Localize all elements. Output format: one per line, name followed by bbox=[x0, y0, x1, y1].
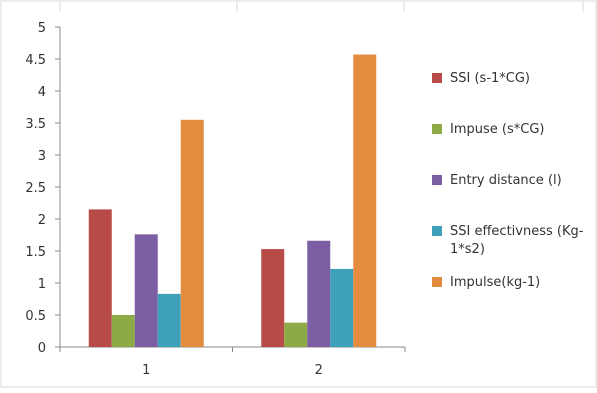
legend-swatch bbox=[432, 277, 442, 287]
legend-label: SSI effectivness (Kg-1*s2) bbox=[450, 224, 584, 257]
y-tick-label: 1.5 bbox=[25, 245, 46, 260]
y-tick-label: 1 bbox=[38, 277, 46, 292]
x-tick-label: 2 bbox=[315, 363, 323, 378]
bar bbox=[261, 249, 285, 347]
legend-swatch bbox=[432, 226, 442, 236]
legend-label: SSI (s-1*CG) bbox=[450, 71, 530, 86]
legend-swatch bbox=[432, 175, 442, 185]
bar bbox=[157, 293, 181, 347]
bar bbox=[284, 322, 308, 347]
y-tick-label: 0 bbox=[38, 341, 46, 356]
y-tick-label: 3.5 bbox=[25, 117, 46, 132]
bar bbox=[180, 119, 204, 347]
y-tick-label: 5 bbox=[38, 21, 46, 36]
y-tick-label: 4.5 bbox=[25, 53, 46, 68]
bar bbox=[353, 54, 377, 348]
legend-label: Impuse (s*CG) bbox=[450, 122, 544, 137]
y-tick-label: 2 bbox=[38, 213, 46, 228]
y-tick-label: 4 bbox=[38, 85, 46, 100]
bar bbox=[134, 234, 158, 347]
bar bbox=[111, 315, 135, 347]
bar bbox=[307, 240, 331, 347]
y-tick-label: 3 bbox=[38, 149, 46, 164]
legend-label: Impulse(kg-1) bbox=[450, 275, 540, 290]
legend-label: Entry distance (l) bbox=[450, 173, 562, 188]
y-tick-label: 0.5 bbox=[25, 309, 46, 324]
y-tick-label: 2.5 bbox=[25, 181, 46, 196]
axes: 0 0.5 1 1.5 2 2.5 3 3.5 4 4.5 5 1 2 bbox=[25, 21, 406, 378]
bars bbox=[88, 54, 377, 348]
bar bbox=[330, 268, 354, 347]
x-tick-label: 1 bbox=[142, 363, 150, 378]
legend: SSI (s-1*CG) Impuse (s*CG) Entry distance … bbox=[432, 71, 584, 290]
legend-swatch bbox=[432, 73, 442, 83]
legend-swatch bbox=[432, 124, 442, 134]
bar bbox=[88, 209, 112, 347]
